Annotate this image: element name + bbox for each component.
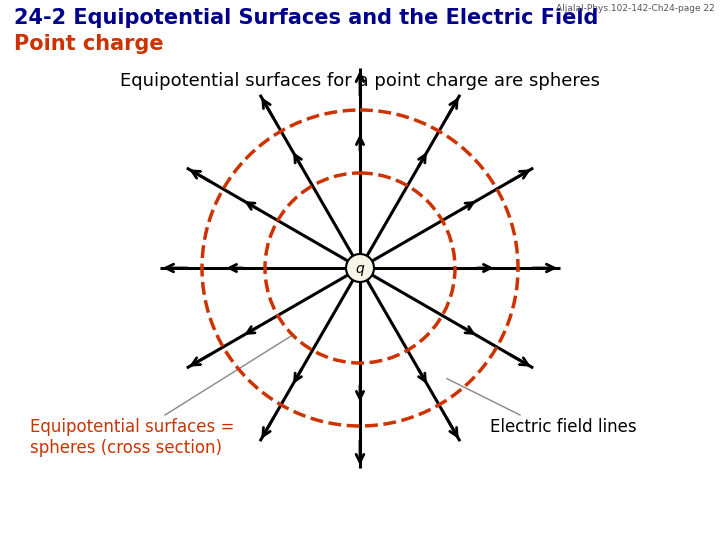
Circle shape xyxy=(346,254,374,282)
Text: Equipotential surfaces for a point charge are spheres: Equipotential surfaces for a point charg… xyxy=(120,72,600,90)
Text: q: q xyxy=(356,262,364,276)
Text: Point charge: Point charge xyxy=(14,34,163,54)
Text: Equipotential surfaces =
spheres (cross section): Equipotential surfaces = spheres (cross … xyxy=(30,418,235,457)
Text: 24-2 Equipotential Surfaces and the Electric Field: 24-2 Equipotential Surfaces and the Elec… xyxy=(14,8,598,28)
Text: Electric field lines: Electric field lines xyxy=(490,418,636,436)
Text: Aljalal-Phys.102-142-Ch24-page 22: Aljalal-Phys.102-142-Ch24-page 22 xyxy=(557,4,715,13)
